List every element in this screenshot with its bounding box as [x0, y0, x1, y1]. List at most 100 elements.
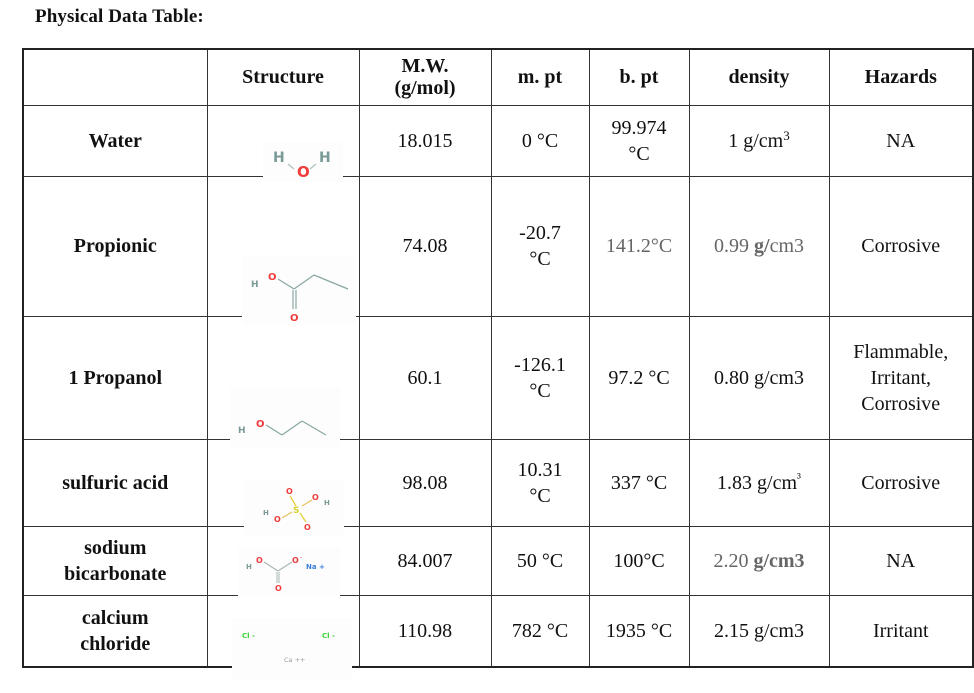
density-unit: cm3	[769, 235, 804, 257]
molecular-weight: 110.98	[358, 594, 492, 668]
svg-text:Na +: Na +	[306, 563, 325, 571]
svg-text:S: S	[293, 506, 299, 516]
svg-text:Cl -: Cl -	[322, 632, 335, 640]
structure-cell: H O H	[206, 104, 360, 182]
table-row: 1 Propanol H O 60.1 -126.1 °C 97.2 °C 0.…	[22, 315, 974, 447]
density: 2.15 g/cm3	[688, 594, 830, 668]
boiling-point-line2: °C	[628, 142, 650, 165]
header-mw-line1: M.W.	[401, 55, 449, 78]
boiling-point: 141.2°C	[588, 175, 690, 317]
svg-text:O: O	[275, 584, 282, 593]
density-value: 0.99	[714, 235, 754, 257]
structure-cell: O S O H O H O	[206, 438, 360, 536]
molecular-weight: 60.1	[358, 315, 492, 440]
density: 0.99 g/cm3	[688, 175, 830, 317]
compound-name: Water	[22, 104, 208, 177]
molecular-weight: 74.08	[358, 175, 492, 317]
table-header-row: Structure M.W. (g/mol) m. pt b. pt densi…	[22, 48, 974, 106]
molecular-weight: 98.08	[358, 438, 492, 527]
melting-point-line1: -20.7	[519, 222, 561, 244]
density-superscript: ³	[797, 469, 801, 485]
propanol-structure-icon: H O	[229, 386, 340, 447]
density: 1.83 g/cm³	[688, 438, 830, 527]
table-row: Water H O H 18.015 0 °C 99.974 °C 1 g/cm…	[22, 104, 974, 182]
svg-text:O: O	[286, 487, 293, 496]
svg-text:H: H	[238, 426, 246, 436]
svg-text:O: O	[274, 515, 281, 524]
compound-name-line1: calcium	[81, 606, 149, 629]
molecular-weight: 84.007	[358, 525, 492, 596]
compound-name: sodium bicarbonate	[22, 525, 208, 596]
header-mw: M.W. (g/mol)	[358, 48, 492, 106]
table-row: sulfuric acid O S O H O H O 98.08	[22, 438, 974, 536]
compound-name: calcium chloride	[22, 594, 208, 668]
hazards: NA	[828, 104, 974, 177]
compound-name-line1: sodium	[84, 536, 147, 559]
header-blank	[22, 48, 208, 106]
melting-point: -20.7 °C	[490, 175, 590, 317]
svg-text:O: O	[256, 556, 263, 565]
hazards: Corrosive	[828, 438, 974, 527]
density-value: 2.20	[713, 549, 754, 572]
density: 2.20 g/cm3	[688, 525, 830, 596]
structure-cell: Cl - Cl - Ca ++	[206, 594, 360, 680]
header-boiling-point: b. pt	[588, 48, 690, 106]
header-melting-point: m. pt	[490, 48, 590, 106]
hazards: Corrosive	[828, 175, 974, 317]
boiling-point-line1: 99.974	[611, 116, 667, 139]
compound-name: Propionic	[22, 175, 208, 317]
svg-text:-: -	[300, 554, 302, 561]
svg-text:H: H	[246, 563, 252, 571]
sodium-bicarbonate-structure-icon: H O O - Na + O	[237, 546, 340, 597]
svg-text:H: H	[251, 280, 259, 290]
header-mw-line2: (g/mol)	[394, 77, 456, 100]
boiling-point: 97.2 °C	[588, 315, 690, 440]
svg-text:O: O	[292, 556, 299, 565]
svg-text:O: O	[312, 493, 319, 502]
svg-text:H: H	[319, 150, 331, 166]
density-unit-bold: g/	[754, 235, 770, 257]
density-unit-bold: g/cm3	[753, 549, 805, 572]
svg-text:Ca ++: Ca ++	[284, 656, 305, 664]
boiling-point: 1935 °C	[588, 594, 690, 668]
physical-data-table: Structure M.W. (g/mol) m. pt b. pt densi…	[22, 48, 974, 680]
structure-cell: H O O - Na + O	[206, 525, 360, 597]
boiling-point: 100°C	[588, 525, 690, 596]
density: 1 g/cm3	[688, 104, 830, 177]
header-density: density	[688, 48, 830, 106]
propionic-acid-structure-icon: H O O	[241, 256, 356, 325]
compound-name-line2: chloride	[80, 632, 151, 655]
table-row: calcium chloride Cl - Cl - Ca ++ 110.98 …	[22, 594, 974, 680]
table-row: sodium bicarbonate H O O - Na + O 84.00	[22, 525, 974, 597]
boiling-point: 99.974 °C	[588, 104, 690, 177]
table-row: Propionic H O O 74.08 -20.7 °C 141.2°C	[22, 175, 974, 325]
melting-point-line2: °C	[529, 484, 551, 507]
density-value: 1.83 g/cm	[717, 471, 798, 494]
compound-name-line2: bicarbonate	[64, 562, 167, 585]
structure-cell: H O	[206, 315, 360, 447]
density-value: 1 g/cm	[728, 129, 784, 152]
compound-name: sulfuric acid	[22, 438, 208, 527]
svg-text:H: H	[263, 509, 269, 517]
compound-name: 1 Propanol	[22, 315, 208, 440]
melting-point-line1: -126.1	[514, 353, 566, 376]
melting-point-line2: °C	[529, 248, 551, 270]
calcium-chloride-structure-icon: Cl - Cl - Ca ++	[231, 617, 352, 680]
molecular-weight: 18.015	[358, 104, 492, 177]
melting-point: -126.1 °C	[490, 315, 590, 440]
hazards: Irritant	[828, 594, 974, 668]
svg-text:O: O	[256, 419, 265, 430]
header-structure: Structure	[206, 48, 360, 106]
melting-point-line1: 10.31	[517, 458, 563, 481]
density: 0.80 g/cm3	[688, 315, 830, 440]
hazard-irritant: Irritant,	[870, 366, 932, 389]
melting-point: 0 °C	[490, 104, 590, 177]
svg-text:H: H	[273, 150, 285, 166]
boiling-point: 337 °C	[588, 438, 690, 527]
density-superscript: 3	[783, 127, 790, 143]
svg-text:H: H	[324, 499, 330, 507]
melting-point: 50 °C	[490, 525, 590, 596]
melting-point: 782 °C	[490, 594, 590, 668]
page-title: Physical Data Table:	[35, 6, 204, 27]
melting-point-line2: °C	[529, 379, 551, 402]
